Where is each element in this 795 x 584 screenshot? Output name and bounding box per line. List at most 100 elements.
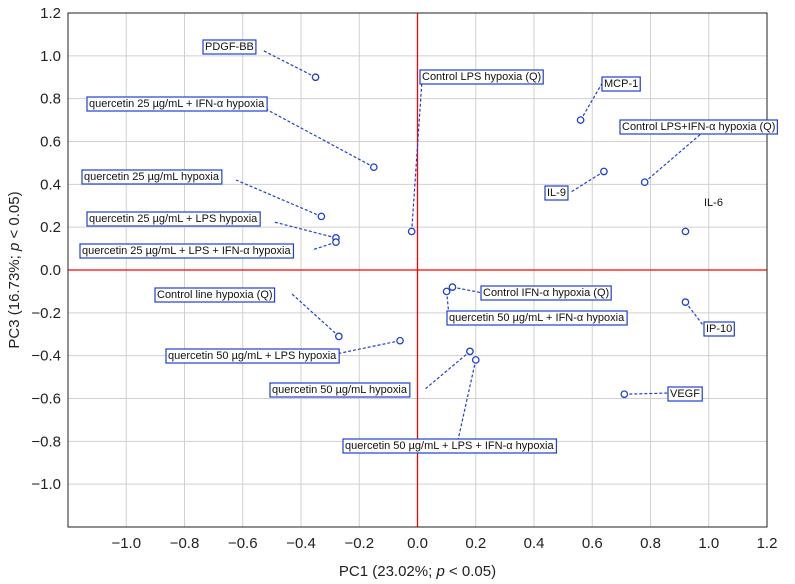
y-tick-label: 0.0 <box>40 262 61 279</box>
leader-line <box>580 79 605 121</box>
point-label-box <box>165 348 340 364</box>
point-label-box <box>342 438 558 454</box>
x-axis-title-p: p <box>435 563 444 580</box>
x-tick-label: 0.8 <box>640 535 661 552</box>
plot-frame <box>67 12 768 528</box>
point-label-box <box>154 287 276 303</box>
point-label-text: quercetin 50 µg/mL + LPS hypoxia <box>168 350 337 362</box>
data-point <box>396 336 404 345</box>
y-axis-title-prefix: PC3 (16.73%; <box>6 251 23 349</box>
point-label-text: MCP-1 <box>604 78 638 90</box>
leader-line <box>261 106 375 168</box>
data-point <box>442 287 451 296</box>
point-label-box <box>667 386 703 402</box>
leader-line <box>457 359 477 441</box>
y-tick-label: −0.2 <box>31 305 61 322</box>
point-label: MCP-1 <box>601 76 641 92</box>
data-point <box>620 390 629 399</box>
data-point <box>317 212 326 221</box>
point-label: quercetin 25 µg/mL + LPS + IFN-α hypoxia <box>79 243 295 259</box>
data-point <box>466 347 474 356</box>
point-label-text: quercetin 50 µg/mL + LPS + IFN-α hypoxia <box>345 440 554 452</box>
point-label-box <box>81 169 223 185</box>
point-label-text: quercetin 25 µg/mL hypoxia <box>84 171 220 183</box>
point-label-text: Control LPS hypoxia (Q) <box>422 71 541 83</box>
point-label: IP-10 <box>703 321 735 337</box>
leader-line <box>335 340 401 355</box>
point-label: Control line hypoxia (Q) <box>154 287 276 303</box>
y-tick-labels: −1.0 −0.8 −0.6 −0.4 −0.2 0.0 0.2 0.4 0.6 0.8 1.0 1.… <box>31 5 61 493</box>
point-label-text: quercetin 25 µg/mL + LPS hypoxia <box>89 213 258 225</box>
data-point <box>407 227 416 236</box>
point-label-text: Control line hypoxia (Q) <box>157 289 273 301</box>
x-tick-label: −0.8 <box>170 535 200 552</box>
point-label: quercetin 50 µg/mL + LPS hypoxia <box>165 348 340 364</box>
y-tick-label: 1.0 <box>40 48 61 65</box>
point-label-box <box>86 96 268 112</box>
leader-line <box>235 179 322 218</box>
point-label-text: quercetin 25 µg/mL + IFN-α hypoxia <box>89 98 265 110</box>
point-label-text: Control LPS+IFN-α hypoxia (Q) <box>622 121 775 133</box>
data-points <box>311 73 690 399</box>
y-tick-label: 0.2 <box>40 219 61 236</box>
leader-lines <box>235 49 707 441</box>
x-tick-labels: −1.0 −0.8 −0.6 −0.4 −0.2 0.0 0.2 0.4 0.6 0.8 1.0 1.… <box>111 535 777 552</box>
y-tick-label: 0.6 <box>40 134 61 151</box>
point-label: Control LPS hypoxia (Q) <box>419 69 544 85</box>
x-tick-label: 0.2 <box>465 535 486 552</box>
point-label-text: quercetin 50 µg/mL + IFN-α hypoxia <box>449 312 625 324</box>
point-label-box <box>419 69 544 85</box>
x-tick-label: 1.2 <box>757 535 778 552</box>
x-axis-title: PC1 (23.02%; p < 0.05) <box>339 563 496 580</box>
data-point <box>681 298 690 306</box>
point-label-text: IP-10 <box>706 323 732 335</box>
point-label: quercetin 50 µg/mL + IFN-α hypoxia <box>446 310 628 326</box>
leader-line <box>624 392 671 395</box>
x-tick-label: 1.0 <box>698 535 719 552</box>
y-axis-title-p: p <box>6 243 23 252</box>
y-axis-title-suffix: < 0.05) <box>6 191 23 242</box>
y-tick-label: 0.8 <box>40 91 61 108</box>
point-label-text: VEGF <box>670 388 700 400</box>
point-label: quercetin 50 µg/mL + LPS + IFN-α hypoxia <box>342 438 558 454</box>
point-label-text: IL-6 <box>704 197 723 209</box>
data-point <box>369 163 378 172</box>
leader-line <box>570 170 605 193</box>
data-point <box>471 356 480 364</box>
point-label: Control IFN-α hypoxia (Q) <box>480 285 612 301</box>
x-axis-title-suffix: < 0.05) <box>445 563 496 580</box>
point-label-box <box>544 185 569 201</box>
x-tick-label: 0.4 <box>524 535 545 552</box>
point-label: quercetin 25 µg/mL + LPS hypoxia <box>86 211 261 227</box>
point-label-box <box>601 76 641 92</box>
x-axis-title-prefix: PC1 (23.02%; <box>339 563 437 580</box>
x-tick-label: −0.6 <box>228 535 258 552</box>
data-point <box>640 178 649 187</box>
data-point <box>332 238 340 247</box>
leader-line <box>452 286 484 294</box>
leader-line <box>273 221 337 239</box>
point-label-text: quercetin 50 µg/mL hypoxia <box>272 384 408 396</box>
point-labels: PDGF-BB quercetin 25 µg/mL + IFN-α hypoxi… <box>79 39 778 454</box>
x-tick-label: 0.0 <box>407 535 428 552</box>
data-point <box>448 283 457 291</box>
leader-line <box>644 132 703 183</box>
x-tick-label: −0.4 <box>286 535 316 552</box>
point-label-box <box>79 243 295 259</box>
data-point <box>335 332 343 341</box>
y-tick-label: −0.4 <box>31 348 61 365</box>
point-label: VEGF <box>667 386 703 402</box>
y-tick-label: −1.0 <box>31 476 61 493</box>
x-tick-label: 0.6 <box>582 535 603 552</box>
point-label: Control LPS+IFN-α hypoxia (Q) <box>619 119 778 135</box>
point-label-text: IL-9 <box>547 187 566 199</box>
point-label-text: quercetin 25 µg/mL + LPS + IFN-α hypoxia <box>82 245 291 257</box>
y-tick-label: −0.6 <box>31 391 61 408</box>
point-label: IL-6 <box>704 197 723 209</box>
y-tick-label: 0.4 <box>40 176 61 193</box>
point-label: IL-9 <box>544 185 569 201</box>
y-axis-title: PC3 (16.73%; p < 0.05) <box>6 191 23 348</box>
point-label-box <box>269 382 411 398</box>
leader-line <box>261 49 316 78</box>
